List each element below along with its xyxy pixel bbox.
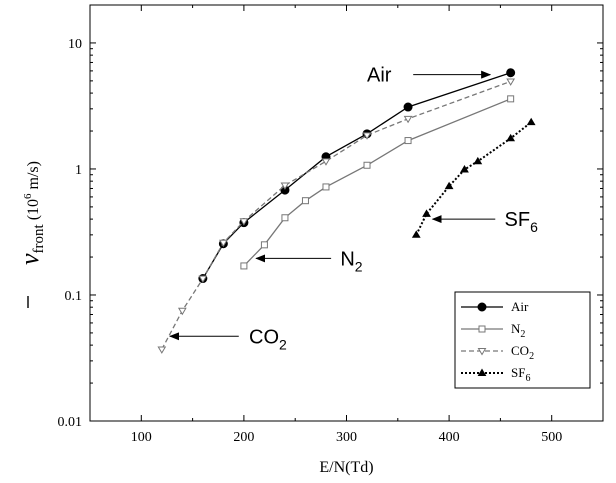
data-point [240, 262, 248, 270]
data-point [411, 230, 421, 238]
series-3 [411, 117, 536, 238]
annotation-label-main: CO [249, 326, 279, 348]
legend-label: SF6 [511, 365, 530, 384]
series-1 [240, 95, 515, 270]
y-axis-unit: (10 [25, 199, 42, 220]
data-point [280, 182, 290, 190]
legend-marker [477, 368, 487, 376]
annotation-label: CO2 [249, 326, 287, 352]
x-tick-label: 500 [541, 430, 562, 445]
x-tick-label: 100 [131, 430, 152, 445]
legend-label-main: CO [511, 343, 529, 358]
y-tick-label: 1 [75, 163, 82, 178]
annotation-label-main: SF [505, 209, 531, 231]
data-point [198, 275, 208, 284]
y-axis-title: vfront (106 m/s) [15, 161, 47, 265]
data-point [157, 346, 167, 354]
data-point [177, 307, 187, 316]
data-point [526, 117, 536, 126]
legend-marker [477, 302, 487, 312]
series-line [161, 80, 511, 350]
x-tick-label: 400 [439, 430, 460, 445]
data-point [444, 181, 454, 190]
series [157, 68, 536, 354]
legend-marker [478, 325, 486, 333]
annotation: SF6 [431, 209, 539, 235]
y-axis-unit-exponent: 6 [22, 193, 34, 199]
series-0 [198, 68, 516, 284]
legend-label-sub: 2 [520, 329, 525, 340]
annotation-label-sub: 2 [279, 336, 287, 352]
annotation: Air [367, 65, 492, 87]
annotation-label-main: Air [367, 65, 392, 87]
data-point [362, 132, 372, 140]
data-point [321, 158, 331, 166]
legend-label-sub: 6 [525, 373, 530, 384]
data-point [363, 161, 371, 169]
annotation-label: Air [367, 65, 392, 87]
data-point [239, 218, 249, 226]
data-point [506, 78, 516, 86]
data-point [404, 137, 412, 145]
series-line [202, 72, 511, 279]
data-point [403, 102, 413, 112]
legend-label: CO2 [511, 343, 534, 362]
legend-label: N2 [511, 321, 525, 340]
legend-marker [477, 348, 487, 356]
data-point [506, 68, 516, 78]
data-point [422, 209, 431, 217]
x-axis-title: E/N(Td) [319, 459, 373, 476]
data-point [506, 133, 516, 142]
series-line [243, 98, 511, 267]
legend-label-main: N [511, 321, 521, 336]
annotation-label-sub: 6 [530, 219, 538, 235]
series-2 [157, 78, 516, 354]
axis-titles: E/N(Td) vfront (106 m/s) [15, 161, 374, 476]
y-tick-label: 10 [68, 37, 82, 52]
y-axis-subscript: front [31, 223, 47, 253]
annotation: N2 [255, 248, 363, 274]
data-point [403, 115, 413, 124]
data-point [301, 197, 309, 205]
ticks: 100 200 300 400 500 0.01 0.1 1 10 [58, 4, 604, 445]
data-point [507, 95, 515, 103]
legend-label-sub: 2 [529, 351, 534, 362]
annotation-label-sub: 2 [355, 258, 363, 274]
annotation: CO2 [169, 326, 287, 352]
legend-label-main: Air [511, 299, 529, 314]
y-axis-unit-rest: m/s) [25, 161, 42, 193]
y-tick-label: 0.01 [58, 415, 83, 430]
annotation-label: SF6 [505, 209, 539, 235]
y-axis-symbol: v [15, 253, 44, 265]
annotation-label: N2 [340, 248, 362, 274]
legend-label: Air [511, 299, 529, 314]
data-point [281, 214, 289, 222]
data-point [219, 239, 228, 248]
data-point [473, 156, 483, 165]
x-tick-label: 200 [233, 430, 254, 445]
y-tick-label: 0.1 [65, 289, 83, 304]
data-point [260, 241, 268, 249]
annotation-label-main: N [340, 248, 354, 270]
data-point [322, 183, 330, 191]
data-point [460, 165, 469, 173]
legend-label-main: SF [511, 365, 525, 380]
x-tick-label: 300 [336, 430, 357, 445]
